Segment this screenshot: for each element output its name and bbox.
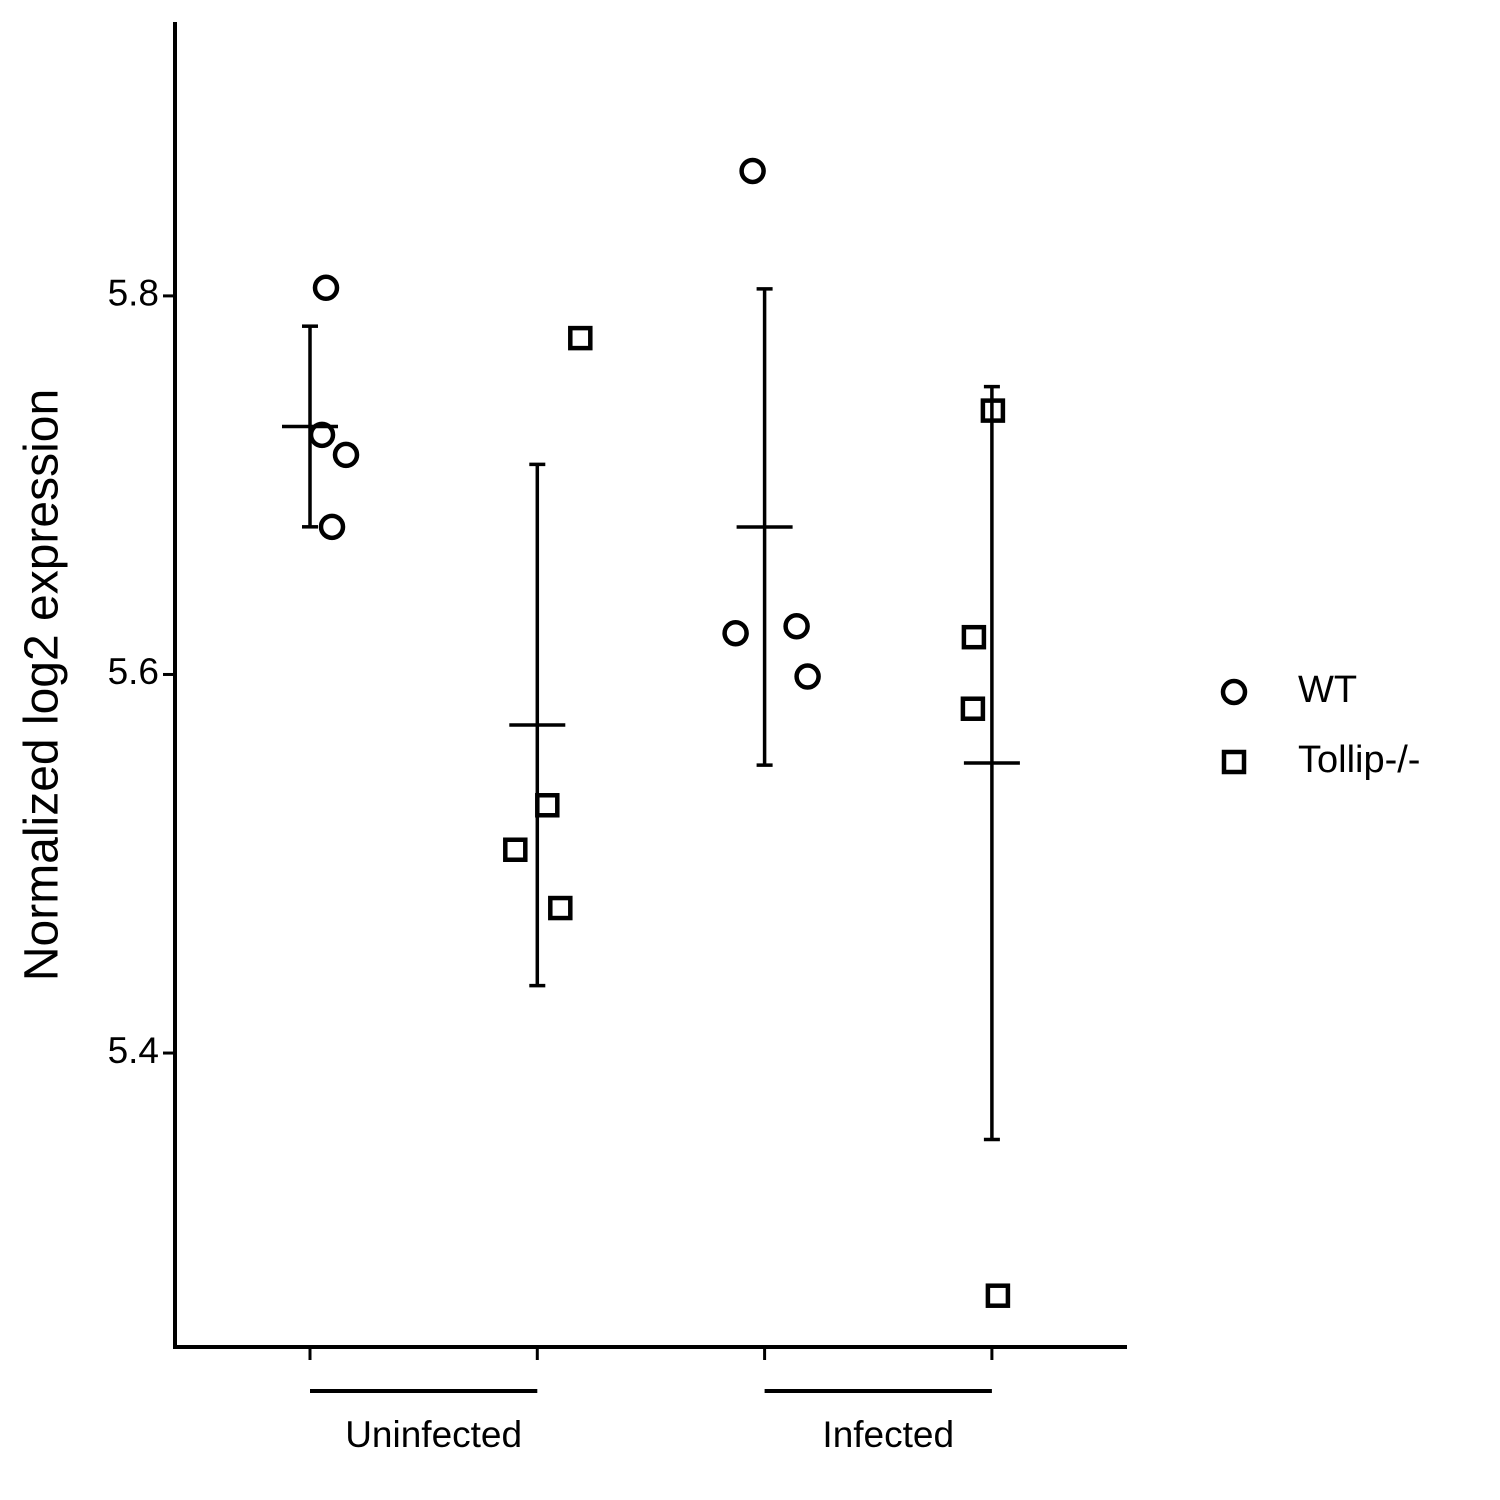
data-point [503,837,528,862]
data-point [535,793,560,818]
data-point [548,895,573,921]
data-point [722,619,749,647]
y-tick-label: 5.4 [108,1030,159,1071]
group-label: Infected [822,1414,954,1455]
data-point [332,441,360,469]
data-point [568,325,593,351]
legend-label: Tollip-/- [1298,739,1420,781]
data-point [308,421,336,449]
data-point [980,398,1006,423]
data-point [312,274,340,302]
data-point [985,1283,1011,1308]
data-point [961,624,987,650]
data-point [783,612,810,640]
data-point [318,513,346,541]
legend-label: WT [1298,669,1357,711]
group-label: Uninfected [345,1414,522,1455]
legend-marker [1221,749,1247,775]
y-tick-label: 5.8 [108,273,159,314]
y-tick-label: 5.6 [108,651,159,692]
data-point [960,696,986,721]
data-point [739,157,766,185]
data-point [794,663,821,690]
y-axis-title: Normalized log2 expression [16,389,69,981]
legend-marker [1220,678,1248,706]
